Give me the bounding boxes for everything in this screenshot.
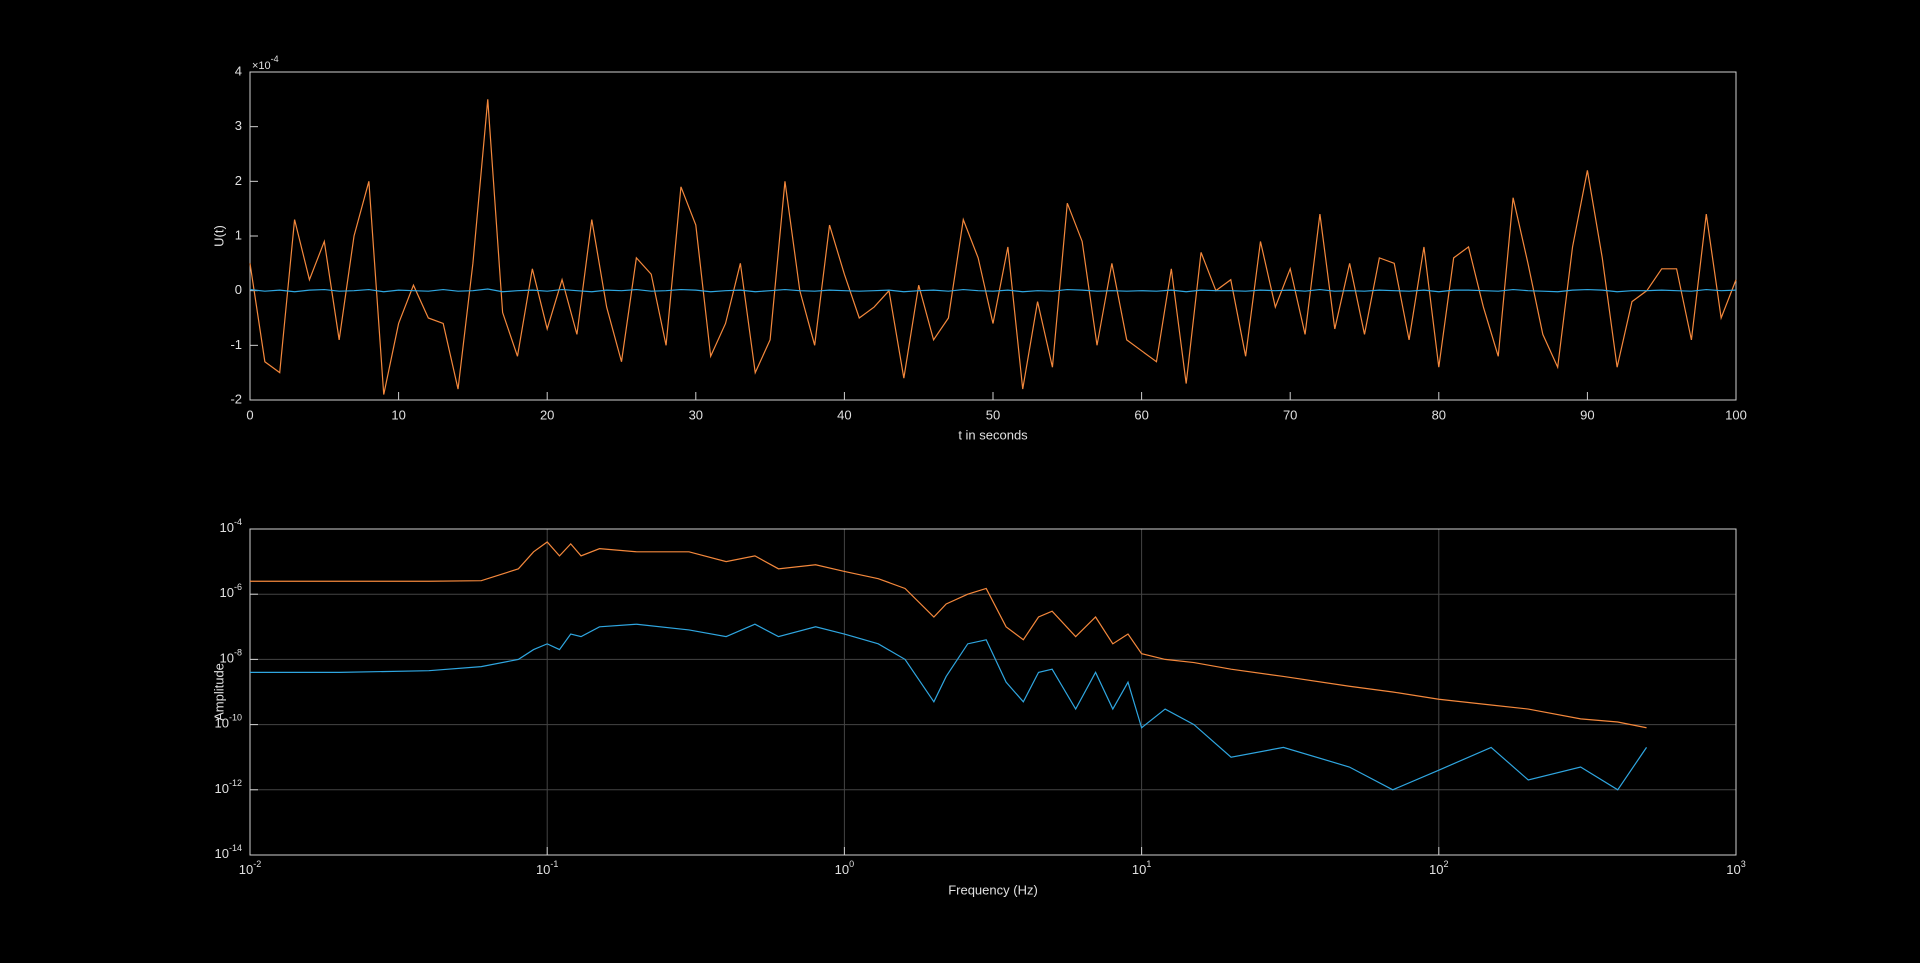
- y-tick-label: -2: [230, 391, 242, 406]
- x-tick-label: 30: [689, 407, 703, 422]
- data-line: [250, 541, 1647, 729]
- y-tick-label: 10-4: [220, 517, 242, 535]
- y-tick-label: 1: [235, 227, 242, 242]
- x-tick-label: 102: [1429, 859, 1448, 877]
- x-tick-label: 20: [540, 407, 554, 422]
- x-axis-label: Frequency (Hz): [948, 882, 1038, 897]
- y-tick-label: 0: [235, 282, 242, 297]
- y-tick-label: 10-12: [215, 778, 242, 796]
- x-tick-label: 60: [1134, 407, 1148, 422]
- x-tick-label: 101: [1132, 859, 1151, 877]
- x-axis-label: t in seconds: [958, 427, 1028, 442]
- x-tick-label: 10: [391, 407, 405, 422]
- data-line: [249, 99, 1737, 395]
- data-line: [250, 623, 1648, 791]
- y-tick-label: 2: [235, 173, 242, 188]
- y-tick-label: 10-10: [215, 713, 242, 731]
- y-tick-label: 10-14: [215, 843, 242, 861]
- y-multiplier: ×10-4: [252, 54, 279, 72]
- y-axis-label: Amplitude: [211, 663, 226, 721]
- y-tick-label: 3: [235, 118, 242, 133]
- axes-box: [249, 71, 1737, 401]
- y-tick-label: -1: [230, 337, 242, 352]
- y-tick-label: 4: [235, 63, 242, 78]
- x-tick-label: 40: [837, 407, 851, 422]
- x-tick-label: 50: [986, 407, 1000, 422]
- axes-box: [249, 528, 1737, 856]
- x-tick-label: 70: [1283, 407, 1297, 422]
- x-tick-label: 100: [835, 859, 854, 877]
- y-axis-label: U(t): [211, 225, 226, 247]
- x-tick-label: 0: [246, 407, 253, 422]
- x-tick-label: 90: [1580, 407, 1594, 422]
- data-line: [249, 288, 1737, 293]
- x-tick-label: 10-2: [239, 859, 261, 877]
- x-tick-label: 100: [1725, 407, 1747, 422]
- y-tick-label: 10-6: [220, 583, 242, 601]
- x-tick-label: 10-1: [536, 859, 558, 877]
- x-tick-label: 103: [1726, 859, 1745, 877]
- y-tick-label: 10-8: [220, 648, 242, 666]
- x-tick-label: 80: [1432, 407, 1446, 422]
